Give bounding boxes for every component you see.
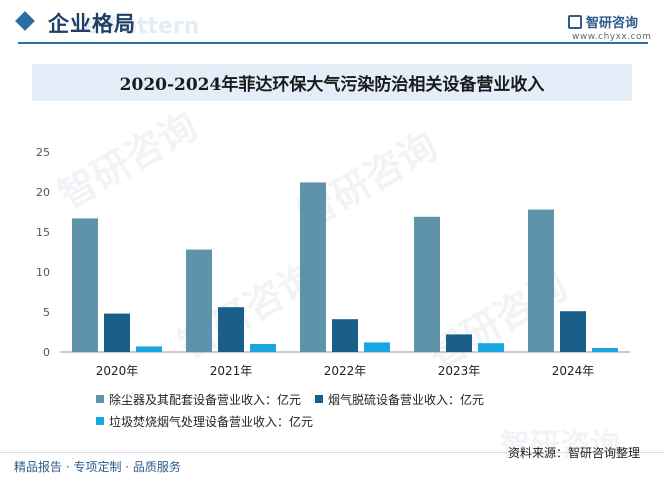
bar-chart: 0 5 10 15 20 25 2020年 2021年 2022年 2023年 2024年 [36,146,630,378]
bar [218,307,244,352]
bar [72,218,98,352]
x-tick-label: 2023年 [438,364,481,378]
y-tick-label: 20 [36,186,50,199]
bar [250,344,276,352]
legend: 除尘器及其配套设备营业收入：亿元 烟气脱硫设备营业收入：亿元 垃圾焚烧烟气处理设… [96,388,596,432]
chart-title: 2020-2024年菲达环保大气污染防治相关设备营业收入 [119,75,545,95]
bar [560,311,586,352]
bar [528,209,554,352]
y-tick-label: 15 [36,226,50,239]
bar [446,334,472,352]
section-title: 企业格局 [48,12,136,36]
x-tick-label: 2024年 [552,364,595,378]
y-tick-label: 0 [43,346,50,359]
header-rule [18,42,648,44]
bar [186,249,212,352]
legend-label: 除尘器及其配套设备营业收入：亿元 [109,392,302,407]
bar [414,216,440,352]
chart-title-bar: 2020-2024年菲达环保大气污染防治相关设备营业收入 [32,64,632,101]
bars [72,182,618,352]
y-tick-label: 25 [36,146,50,159]
legend-item: 垃圾焚烧烟气处理设备营业收入：亿元 [96,413,313,430]
bar [332,319,358,352]
legend-row: 除尘器及其配套设备营业收入：亿元 烟气脱硫设备营业收入：亿元 [96,388,596,410]
x-tick-label: 2022年 [324,364,367,378]
legend-row: 垃圾焚烧烟气处理设备营业收入：亿元 [96,410,596,432]
brand-logo-icon [568,15,582,29]
bar [592,348,618,352]
brand-logo: 智研咨询 [568,12,638,31]
legend-swatch [315,395,324,403]
x-tick-label: 2021年 [210,364,253,378]
x-tick-label: 2020年 [96,364,139,378]
legend-item: 烟气脱硫设备营业收入：亿元 [315,391,484,408]
bar [300,182,326,352]
bar [136,346,162,352]
brand-url: www.chyxx.com [572,32,652,42]
brand-name: 智研咨询 [586,16,639,31]
bar [478,343,504,352]
legend-swatch [96,395,104,403]
footer-tagline: 精品报告 · 专项定制 · 品质服务 [14,460,181,474]
y-tick-label: 5 [43,306,50,319]
bar [104,313,130,352]
legend-item: 除尘器及其配套设备营业收入：亿元 [96,391,301,408]
legend-label: 垃圾焚烧烟气处理设备营业收入：亿元 [109,414,314,429]
y-axis: 0 5 10 15 20 25 [36,146,50,359]
bar [364,342,390,352]
y-tick-label: 10 [36,266,50,279]
x-axis: 2020年 2021年 2022年 2023年 2024年 [96,364,595,378]
legend-label: 烟气脱硫设备营业收入：亿元 [328,392,485,407]
source-note: 资料来源：智研咨询整理 [508,446,641,460]
legend-swatch [96,417,104,425]
footer-rule [0,452,664,453]
